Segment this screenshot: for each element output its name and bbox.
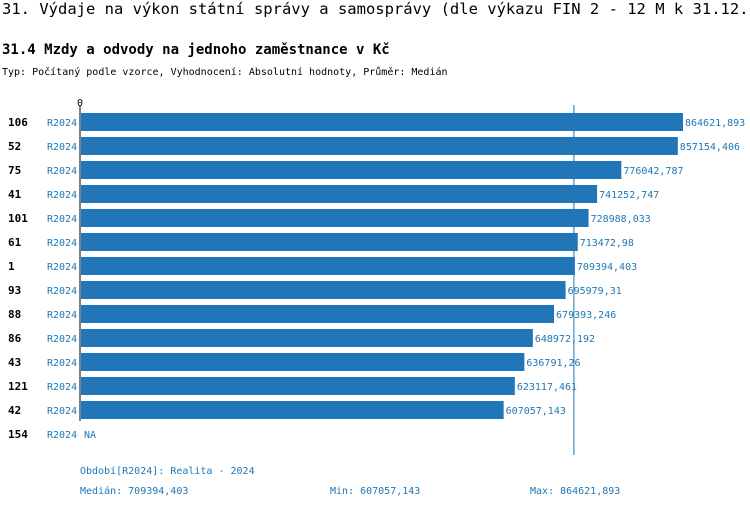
row-id-label: 75 [8, 164, 21, 177]
value-label: 776042,787 [623, 166, 683, 177]
value-label: NA [84, 430, 96, 441]
data-bar [81, 137, 678, 155]
value-label: 679393,246 [556, 310, 616, 321]
x-axis-zero-label: 0 [77, 98, 83, 109]
value-label: 623117,461 [517, 382, 577, 393]
row-id-label: 86 [8, 332, 22, 345]
row-id-label: 154 [8, 428, 28, 441]
data-bar [81, 113, 683, 131]
series-label: R2024 [47, 214, 77, 225]
data-bar [81, 305, 555, 323]
data-bar [81, 329, 533, 347]
value-label: 728988,033 [591, 214, 651, 225]
data-bar [81, 257, 575, 275]
series-label: R2024 [47, 166, 77, 177]
series-label: R2024 [47, 382, 77, 393]
row-id-label: 93 [8, 284, 21, 297]
data-bar [81, 377, 515, 395]
row-id-label: 106 [8, 116, 28, 129]
series-label: R2024 [47, 310, 77, 321]
chart-type-info: Typ: Počítaný podle vzorce, Vyhodnocení:… [2, 67, 448, 78]
series-label: R2024 [47, 142, 77, 153]
row-id-label: 43 [8, 356, 21, 369]
series-label: R2024 [47, 190, 77, 201]
value-label: 636791,26 [526, 358, 580, 369]
data-bar [81, 401, 504, 419]
page-title: 31. Výdaje na výkon státní správy a samo… [2, 0, 750, 18]
value-label: 857154,406 [680, 142, 740, 153]
value-label: 607057,143 [506, 406, 566, 417]
row-id-label: 1 [8, 260, 15, 273]
footer-median: Medián: 709394,403 [80, 486, 189, 497]
data-bar [81, 233, 578, 251]
row-id-label: 101 [8, 212, 28, 225]
value-label: 648972,192 [535, 334, 595, 345]
value-label: 713472,98 [580, 238, 634, 249]
row-id-label: 88 [8, 308, 21, 321]
data-bar [81, 161, 622, 179]
series-label: R2024 [47, 118, 77, 129]
value-label: 864621,893 [685, 118, 745, 129]
footer-max: Max: 864621,893 [530, 486, 621, 497]
row-id-label: 42 [8, 404, 21, 417]
series-label: R2024 [47, 238, 77, 249]
data-bar [81, 353, 525, 371]
row-id-label: 121 [8, 380, 28, 393]
row-id-label: 61 [8, 236, 22, 249]
value-label: 741252,747 [599, 190, 659, 201]
value-label: 709394,403 [577, 262, 637, 273]
series-label: R2024 [47, 262, 77, 273]
chart-subtitle: 31.4 Mzdy a odvody na jednoho zaměstnanc… [2, 42, 390, 58]
series-label: R2024 [47, 430, 77, 441]
series-label: R2024 [47, 358, 77, 369]
data-bar [81, 185, 598, 203]
data-bar [81, 281, 566, 299]
series-label: R2024 [47, 406, 77, 417]
row-id-label: 52 [8, 140, 21, 153]
footer-period: Období[R2024]: Realita - 2024 [80, 466, 255, 477]
value-label: 695979,31 [568, 286, 622, 297]
series-label: R2024 [47, 334, 77, 345]
series-label: R2024 [47, 286, 77, 297]
footer-min: Min: 607057,143 [330, 486, 421, 497]
data-bar [81, 209, 589, 227]
row-id-label: 41 [8, 188, 22, 201]
